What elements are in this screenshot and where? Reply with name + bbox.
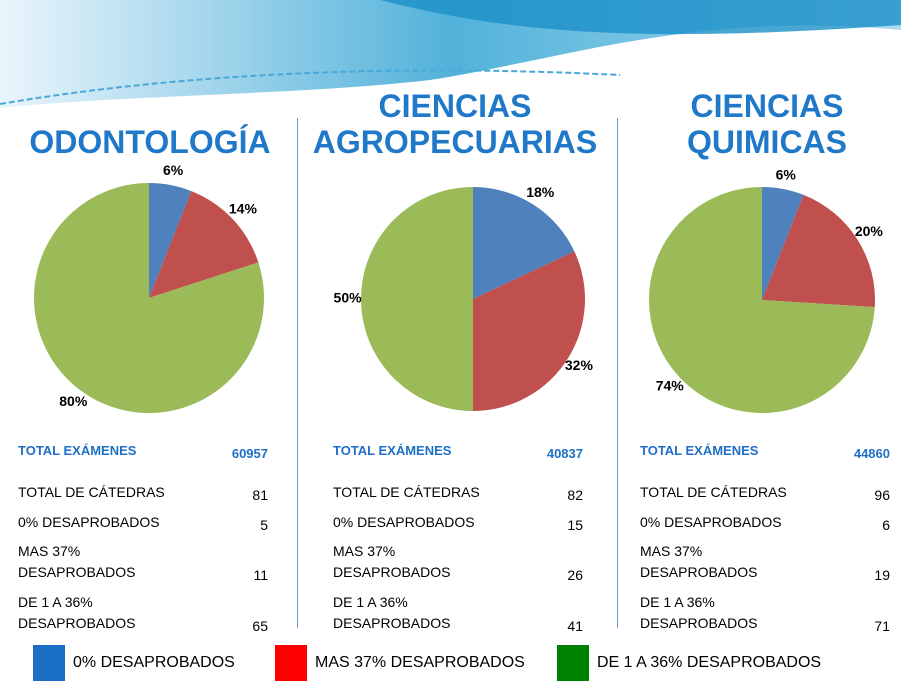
row-value: 19 [874,567,890,583]
row-label: DE 1 A 36% DESAPROBADOS [640,592,790,634]
legend-swatch [557,645,589,681]
table-row: TOTAL EXÁMENES 44860 [640,440,890,461]
row-value: 71 [874,618,890,634]
row-value: 96 [874,487,890,503]
legend-label: MAS 37% DESAPROBADOS [315,654,525,672]
legend-swatch [33,645,65,681]
row-label: MAS 37% DESAPROBADOS [640,541,790,583]
data-label: 20% [855,223,884,239]
legend-item: DE 1 A 36% DESAPROBADOS [557,645,821,681]
row-label: TOTAL DE CÁTEDRAS [640,482,790,503]
data-label: 6% [776,166,797,182]
data-label: 74% [656,377,685,393]
slide: ODONTOLOGÍA6%14%80%TOTAL EXÁMENES60957TO… [0,0,901,681]
row-value: 44860 [854,446,890,461]
row-value: 6 [882,517,890,533]
table-row: TOTAL DE CÁTEDRAS 96 [640,482,890,503]
table-row: DE 1 A 36% DESAPROBADOS 71 [640,592,890,634]
row-label: 0% DESAPROBADOS [640,512,790,533]
legend-label: 0% DESAPROBADOS [73,654,235,672]
table-row: 0% DESAPROBADOS 6 [640,512,890,533]
row-label: TOTAL EXÁMENES [640,440,790,461]
legend-item: MAS 37% DESAPROBADOS [275,645,525,681]
legend-item: 0% DESAPROBADOS [33,645,235,681]
table-row: MAS 37% DESAPROBADOS 19 [640,541,890,583]
legend-swatch [275,645,307,681]
legend-label: DE 1 A 36% DESAPROBADOS [597,654,821,672]
